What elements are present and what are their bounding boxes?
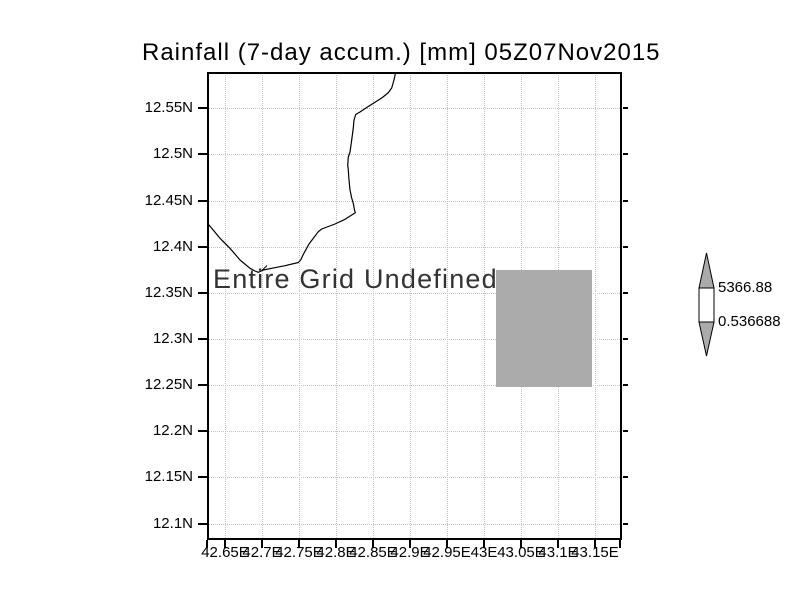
- x-axis-label: 43E: [470, 544, 498, 561]
- tick-right: [623, 246, 628, 248]
- colorbar-arrow-down: [698, 321, 715, 357]
- tick-left: [198, 292, 207, 294]
- gridline-horizontal: [209, 247, 620, 248]
- x-axis-label: 42.65E: [201, 544, 249, 561]
- y-axis-label: 12.55N: [144, 99, 193, 116]
- tick-left: [198, 338, 207, 340]
- tick-bottom: [446, 540, 448, 548]
- y-axis-label: 12.45N: [144, 192, 193, 209]
- y-axis-label: 12.2N: [152, 422, 193, 439]
- x-axis-label: 43.15E: [571, 544, 619, 561]
- tick-right: [623, 430, 628, 432]
- x-axis-label: 42.75E: [275, 544, 323, 561]
- coastline-map: [207, 72, 397, 273]
- y-axis-label: 12.4N: [152, 238, 193, 255]
- tick-bottom: [483, 540, 485, 548]
- gridline-vertical: [447, 75, 448, 538]
- tick-left: [198, 153, 207, 155]
- tick-bottom: [335, 540, 337, 548]
- gridline-horizontal: [209, 524, 620, 525]
- y-axis-label: 12.3N: [152, 330, 193, 347]
- tick-right: [623, 292, 628, 294]
- gridline-horizontal: [209, 293, 620, 294]
- tick-bottom: [372, 540, 374, 548]
- tick-bottom: [557, 540, 559, 548]
- colorbar-box: [698, 287, 715, 323]
- x-axis-label: 42.85E: [349, 544, 397, 561]
- gridline-vertical: [373, 75, 374, 538]
- tick-right: [623, 338, 628, 340]
- tick-bottom: [224, 540, 226, 548]
- colorbar-min-label: 0.536688: [718, 313, 781, 330]
- tick-right: [623, 107, 628, 109]
- tick-left: [198, 200, 207, 202]
- tick-right: [623, 384, 628, 386]
- tick-bottom: [261, 540, 263, 548]
- y-axis-label: 12.1N: [152, 515, 193, 532]
- tick-bottom: [298, 540, 300, 548]
- x-axis-label: 43.05E: [497, 544, 545, 561]
- gridline-horizontal: [209, 431, 620, 432]
- gridline-vertical: [336, 75, 337, 538]
- gridline-vertical: [262, 75, 263, 538]
- plot-title: Rainfall (7-day accum.) [mm] 05Z07Nov201…: [142, 39, 661, 66]
- colorbar-arrow-up: [698, 252, 715, 289]
- x-axis-label: 42.7E: [242, 544, 282, 561]
- coastline-path: [207, 72, 397, 273]
- x-axis-label: 42.95E: [423, 544, 471, 561]
- tick-left: [198, 430, 207, 432]
- tick-right: [623, 200, 628, 202]
- x-axis-label: 43.1E: [538, 544, 578, 561]
- colorbar: [698, 252, 715, 357]
- plot-frame: [207, 72, 622, 540]
- y-axis-label: 12.25N: [144, 376, 193, 393]
- tick-right: [623, 153, 628, 155]
- gridline-horizontal: [209, 339, 620, 340]
- tick-left: [198, 476, 207, 478]
- gridline-horizontal: [209, 477, 620, 478]
- y-axis-label: 12.35N: [144, 284, 193, 301]
- tick-left: [198, 384, 207, 386]
- gridline-horizontal: [209, 108, 620, 109]
- tick-left: [198, 523, 207, 525]
- tick-bottom: [619, 540, 621, 548]
- gridline-vertical: [484, 75, 485, 538]
- tick-bottom: [520, 540, 522, 548]
- tick-bottom: [206, 540, 208, 548]
- gridline-vertical: [225, 75, 226, 538]
- gridline-vertical: [595, 75, 596, 538]
- coastline-spur: [261, 265, 268, 271]
- shaded-grid-cell: [496, 270, 592, 387]
- tick-right: [623, 476, 628, 478]
- gridline-horizontal: [209, 201, 620, 202]
- gridline-vertical: [299, 75, 300, 538]
- gridline-vertical: [410, 75, 411, 538]
- x-axis-label: 42.8E: [316, 544, 356, 561]
- undefined-grid-notice: Entire Grid Undefined: [213, 264, 498, 294]
- tick-right: [623, 523, 628, 525]
- y-axis-label: 12.5N: [152, 145, 193, 162]
- gridline-horizontal: [209, 154, 620, 155]
- y-axis-label: 12.15N: [144, 468, 193, 485]
- tick-bottom: [409, 540, 411, 548]
- gridline-horizontal: [209, 385, 620, 386]
- tick-left: [198, 107, 207, 109]
- colorbar-max-label: 5366.88: [718, 279, 773, 296]
- x-axis-label: 42.9E: [390, 544, 430, 561]
- tick-left: [198, 246, 207, 248]
- tick-bottom: [594, 540, 596, 548]
